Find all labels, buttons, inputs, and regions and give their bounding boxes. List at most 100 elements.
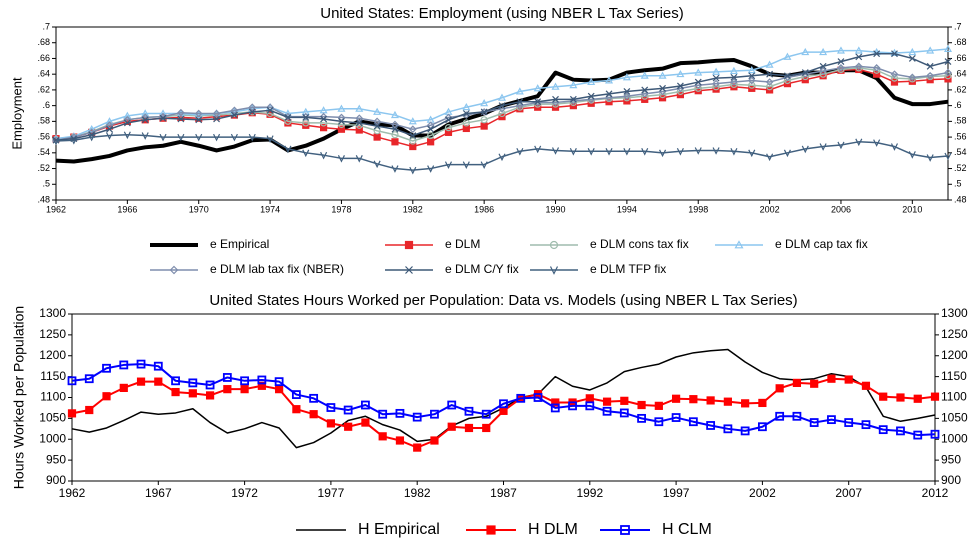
- marker: [809, 418, 819, 427]
- marker: [765, 78, 774, 86]
- x-tick-label: 1977: [318, 486, 345, 500]
- marker: [482, 423, 491, 433]
- marker: [516, 98, 524, 106]
- marker: [105, 132, 114, 140]
- marker: [188, 378, 198, 388]
- marker: [723, 397, 732, 406]
- y-tick-label: .64: [37, 69, 50, 79]
- marker: [408, 117, 417, 125]
- series: [71, 348, 936, 449]
- marker: [266, 106, 274, 114]
- marker: [480, 161, 488, 169]
- marker: [861, 381, 871, 390]
- marker: [373, 122, 381, 130]
- series-line: [55, 68, 949, 148]
- y-tick-label: 1200: [39, 348, 66, 362]
- x-tick-label: 1997: [663, 486, 690, 500]
- marker: [395, 408, 405, 418]
- marker: [872, 64, 881, 72]
- marker: [85, 405, 94, 415]
- marker: [123, 111, 132, 119]
- marker: [391, 165, 399, 173]
- marker: [337, 113, 346, 122]
- marker: [659, 84, 666, 92]
- chart-title: United States: Employment (using NBER L …: [320, 5, 684, 22]
- marker: [844, 375, 853, 384]
- marker: [896, 426, 905, 436]
- marker: [516, 393, 526, 403]
- series-line: [55, 133, 949, 171]
- marker: [84, 374, 94, 384]
- marker: [623, 88, 631, 95]
- marker: [515, 101, 524, 110]
- marker: [344, 422, 353, 431]
- marker: [427, 165, 435, 173]
- marker: [729, 66, 738, 75]
- marker: [205, 380, 215, 390]
- marker: [587, 92, 595, 100]
- marker: [694, 78, 702, 86]
- marker: [944, 152, 952, 161]
- marker: [587, 77, 596, 86]
- legend-label: e DLM cap tax fix: [775, 237, 868, 251]
- y-tick-label: 900: [46, 473, 66, 487]
- y-tick-label: 1300: [39, 306, 66, 320]
- marker: [605, 76, 614, 84]
- marker: [605, 147, 613, 156]
- marker: [712, 67, 721, 75]
- marker: [213, 133, 221, 142]
- marker: [52, 137, 60, 146]
- marker: [861, 420, 871, 430]
- y-tick-label: 1050: [39, 411, 66, 425]
- y-tick-label: 1000: [39, 431, 66, 445]
- marker: [623, 147, 631, 156]
- marker: [462, 110, 470, 117]
- marker: [671, 413, 681, 422]
- marker: [671, 394, 681, 403]
- marker: [873, 139, 881, 147]
- series-line: [55, 48, 949, 140]
- marker: [748, 149, 756, 158]
- marker: [515, 87, 524, 95]
- marker: [177, 108, 185, 117]
- plot-frame: [55, 26, 949, 201]
- marker: [658, 71, 667, 79]
- marker: [136, 359, 146, 369]
- marker: [534, 98, 542, 106]
- marker: [765, 83, 774, 91]
- marker: [837, 65, 845, 74]
- marker: [404, 240, 414, 250]
- legend-label: e DLM TFP fix: [590, 262, 666, 276]
- x-tick-label: 2002: [760, 204, 780, 214]
- marker: [123, 119, 131, 127]
- legend-label: H DLM: [528, 521, 578, 538]
- x-tick-label: 1962: [46, 204, 66, 214]
- marker: [480, 108, 488, 116]
- y-tick-label-right: 1000: [941, 431, 968, 445]
- marker: [337, 125, 346, 133]
- marker: [926, 71, 935, 80]
- marker: [569, 147, 577, 156]
- marker: [391, 131, 399, 139]
- y-tick-label-right: 950: [941, 452, 961, 466]
- marker: [194, 109, 203, 118]
- marker: [890, 74, 899, 82]
- marker: [908, 75, 916, 83]
- marker: [640, 89, 649, 98]
- marker: [775, 411, 785, 421]
- marker: [498, 153, 506, 162]
- y-tick-label-right: 900: [941, 473, 961, 487]
- x-tick-label: 2012: [922, 486, 949, 500]
- marker: [412, 412, 422, 422]
- y-tick-label: 950: [46, 452, 66, 466]
- series: [52, 131, 952, 175]
- marker: [654, 417, 664, 427]
- marker: [105, 117, 114, 125]
- marker: [319, 106, 328, 114]
- marker: [551, 398, 560, 407]
- marker: [694, 68, 703, 76]
- marker: [361, 400, 370, 410]
- y-tick-label: .52: [37, 163, 50, 173]
- legend-label: e DLM: [445, 237, 480, 251]
- y-tick-label: .66: [37, 53, 50, 63]
